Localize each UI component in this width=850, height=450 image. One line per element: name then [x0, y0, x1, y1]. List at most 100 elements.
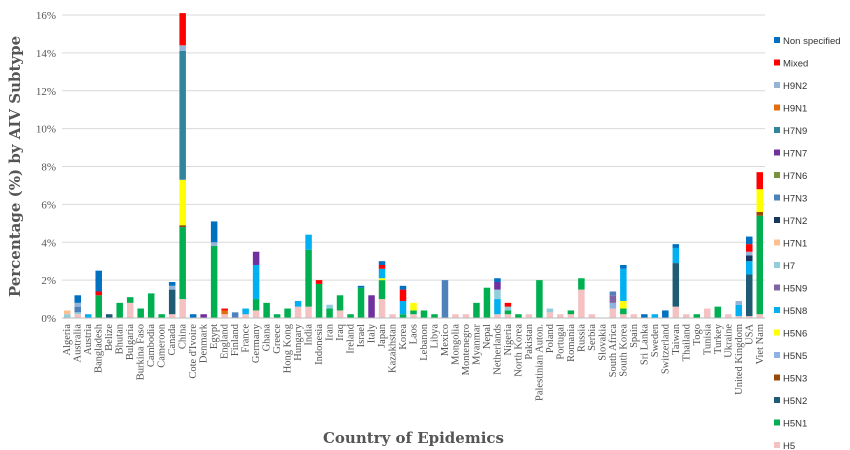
x-axis-label: Country of Epidemics: [323, 429, 504, 447]
bar-segment: [294, 300, 302, 307]
x-category-label: Myanmar: [471, 324, 482, 365]
legend-label: H5N3: [783, 374, 807, 385]
bar-segment: [504, 314, 512, 318]
bar-segment: [378, 280, 386, 300]
x-category-label: Sweden: [650, 323, 661, 357]
bar-segment: [746, 316, 753, 318]
bar-segment: [378, 268, 386, 279]
legend-label: H5N8: [783, 306, 807, 317]
x-category-label: Pakistan: [524, 323, 535, 359]
bar-segment: [567, 310, 575, 315]
legend-swatch: [774, 172, 780, 178]
x-category-label: Cote d'Ivoire: [188, 324, 199, 379]
bar-segment: [63, 314, 71, 318]
legend-label: H7: [783, 261, 795, 272]
bar-segment: [252, 251, 260, 265]
x-category-label: Nigeria: [503, 324, 514, 356]
bar-segment: [567, 314, 575, 318]
legend-label: H7N9: [783, 126, 807, 137]
x-category-label: North Korea: [513, 324, 524, 377]
bar-segment: [168, 285, 176, 290]
bar-segment: [221, 314, 228, 318]
bar-segment: [305, 234, 312, 250]
legend-swatch: [774, 307, 780, 313]
bar-segment: [74, 295, 81, 303]
bar-segment: [378, 264, 386, 269]
x-category-label: Slovakia: [597, 324, 608, 361]
bar-segment: [357, 285, 365, 288]
bar-segment: [210, 221, 218, 243]
x-category-label: Austria: [83, 324, 94, 355]
bar-segment: [95, 270, 102, 292]
legend-label: H9N2: [783, 81, 807, 92]
x-category-label: Cambodia: [146, 324, 157, 367]
bar-segment: [452, 314, 459, 318]
bar-segment: [672, 244, 680, 248]
x-category-label: Netherlands: [492, 324, 503, 375]
bar-segment: [578, 278, 585, 290]
bar-segment: [714, 306, 722, 318]
y-tick-label: 4%: [41, 237, 56, 249]
bar-segment: [609, 302, 617, 309]
bar-segment: [326, 304, 333, 309]
y-axis-label: Percentage (%) by AIV Subtype: [6, 36, 24, 297]
bar-segment: [84, 314, 92, 318]
bar-segment: [441, 280, 449, 318]
x-category-label: Palestinian Auton.: [534, 324, 545, 401]
legend-label: H7N3: [783, 194, 807, 205]
x-category-label: United Kingdom: [734, 324, 745, 395]
bar-segment: [378, 299, 386, 318]
bar-segment: [147, 293, 155, 318]
legend-swatch: [774, 419, 780, 426]
bar-segment: [494, 289, 501, 300]
bar-segment: [168, 289, 176, 315]
bar-segment: [179, 45, 186, 51]
bar-segment: [242, 314, 249, 318]
bar-segment: [179, 299, 186, 318]
bar-segment: [252, 310, 260, 318]
bar-segment: [609, 295, 617, 303]
legend-label: Mixed: [783, 59, 808, 70]
bar-segment: [473, 302, 480, 318]
bar-segment: [252, 299, 260, 311]
legend-label: H5N6: [783, 329, 807, 340]
bar-segment: [620, 268, 627, 301]
legend-label: Non specified: [783, 36, 841, 47]
bar-segment: [494, 314, 501, 318]
bar-segment: [252, 264, 260, 300]
bar-segment: [221, 310, 228, 315]
bar-segment: [273, 314, 281, 318]
bar-segment: [494, 299, 501, 315]
bar-segment: [63, 310, 71, 315]
bar-segment: [620, 314, 627, 318]
x-category-label: Montenegro: [461, 324, 472, 375]
legend-swatch: [774, 352, 780, 358]
bar-segment: [137, 308, 144, 318]
bar-segment: [336, 310, 344, 318]
x-category-label: Poland: [545, 323, 556, 353]
bar-segment: [410, 302, 417, 311]
x-category-label: Libya: [429, 324, 440, 349]
bar-segment: [746, 255, 753, 262]
bar-segment: [336, 295, 344, 311]
bar-segment: [725, 314, 732, 318]
legend-label: H5N5: [783, 351, 807, 362]
x-category-label: Bangladesh: [94, 323, 105, 373]
legend: Non specified Mixed H9N2 H9N1 H7N9 H7N7 H7N6 H7…: [774, 36, 841, 450]
x-category-label: Ghana: [262, 324, 273, 352]
x-category-label: Bhutan: [115, 323, 126, 354]
legend-swatch: [774, 374, 780, 381]
bar-segment: [357, 287, 365, 318]
x-category-label: Japan: [377, 323, 388, 348]
x-category-label: Lebanon: [419, 323, 430, 360]
bar-segment: [105, 314, 113, 318]
bar-segment: [609, 308, 617, 318]
bar-segment: [672, 263, 680, 307]
bar-segment: [609, 291, 617, 296]
x-category-label: China: [178, 324, 189, 349]
bar-segment: [735, 304, 743, 317]
bar-segment: [420, 310, 428, 318]
bar-segment: [662, 310, 669, 318]
bar-segment: [483, 287, 491, 318]
x-category-label: Russia: [576, 324, 587, 352]
